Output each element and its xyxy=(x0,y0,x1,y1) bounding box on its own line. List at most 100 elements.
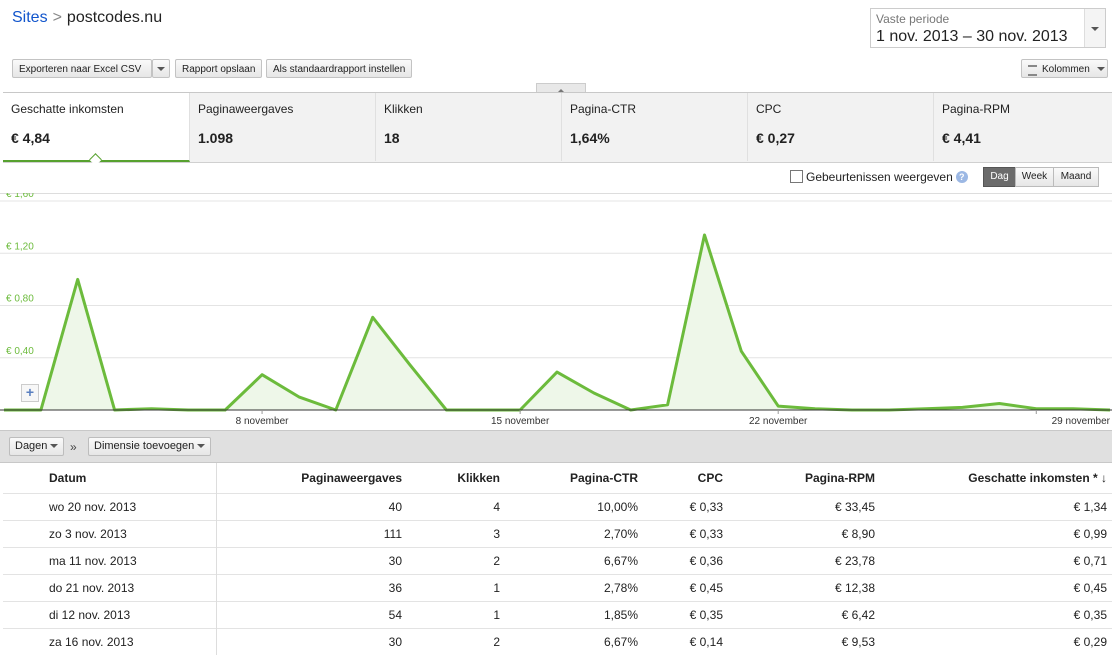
column-header-date[interactable]: Datum xyxy=(3,463,217,494)
cell-pageviews: 54 xyxy=(216,601,407,629)
columns-icon xyxy=(1028,65,1037,76)
table-row[interactable]: do 21 nov. 2013 36 1 2,78% € 0,45 € 12,38 € 0,… xyxy=(3,574,1112,602)
events-checkbox[interactable] xyxy=(790,170,803,183)
dimension-dropdown[interactable]: Dagen xyxy=(9,437,65,456)
add-annotation-button[interactable]: + xyxy=(21,384,39,402)
dimension-label: Dagen xyxy=(15,440,48,452)
columns-button[interactable]: Kolommen xyxy=(1021,59,1108,78)
metric-value: € 4,84 xyxy=(11,130,50,146)
metric-name: Paginaweergaves xyxy=(198,102,294,116)
metric-tab-ctr[interactable]: Pagina-CTR 1,64% xyxy=(562,93,748,161)
cell-cpc: € 0,14 xyxy=(643,628,728,655)
cell-cpc: € 0,36 xyxy=(643,547,728,575)
cell-pageviews: 30 xyxy=(216,547,407,575)
table-row[interactable]: za 16 nov. 2013 30 2 6,67% € 0,14 € 9,53 € 0,2… xyxy=(3,628,1112,655)
metric-tab-rpm[interactable]: Pagina-RPM € 4,41 xyxy=(934,93,1112,161)
metric-tab-cpc[interactable]: CPC € 0,27 xyxy=(748,93,934,161)
cell-rpm: € 23,78 xyxy=(728,547,880,575)
column-header-ctr[interactable]: Pagina-CTR xyxy=(505,463,643,494)
events-label: Gebeurtenissen weergeven xyxy=(806,170,953,184)
cell-date: ma 11 nov. 2013 xyxy=(3,547,217,575)
y-tick-label: € 0,80 xyxy=(6,294,34,305)
cell-rpm: € 12,38 xyxy=(728,574,880,602)
column-header-rpm[interactable]: Pagina-RPM xyxy=(728,463,880,494)
column-header-clicks[interactable]: Klikken xyxy=(407,463,505,494)
earnings-chart: € 1,60 € 1,20 € 0,80 € 0,40 8 november 15 nov… xyxy=(0,193,1112,427)
metric-value: 1,64% xyxy=(570,130,610,146)
cell-date: wo 20 nov. 2013 xyxy=(3,493,217,521)
cell-date: zo 3 nov. 2013 xyxy=(3,520,217,548)
set-default-report-button[interactable]: Als standaardrapport instellen xyxy=(266,59,413,78)
cell-pageviews: 40 xyxy=(216,493,407,521)
y-tick-label: € 1,20 xyxy=(6,241,34,252)
cell-rpm: € 8,90 xyxy=(728,520,880,548)
cell-ctr: 1,85% xyxy=(505,601,643,629)
metric-name: Pagina-CTR xyxy=(570,102,637,116)
help-icon[interactable]: ? xyxy=(955,171,968,183)
column-header-earnings[interactable]: Geschatte inkomsten * ↓ xyxy=(880,463,1112,494)
y-tick-label: € 0,40 xyxy=(6,346,34,357)
divider xyxy=(3,92,1112,93)
metric-value: € 0,27 xyxy=(756,130,795,146)
cell-clicks: 1 xyxy=(407,574,505,602)
date-range-label: Vaste periode xyxy=(876,12,950,26)
cell-date: do 21 nov. 2013 xyxy=(3,574,217,602)
cell-earnings: € 0,29 xyxy=(880,628,1112,655)
chevron-down-icon[interactable] xyxy=(1084,9,1105,47)
date-range-picker[interactable]: Vaste periode 1 nov. 2013 – 30 nov. 2013 xyxy=(870,8,1106,48)
table-row[interactable]: zo 3 nov. 2013 111 3 2,70% € 0,33 € 8,90 € 0,9… xyxy=(3,520,1112,548)
metric-tab-earnings[interactable]: Geschatte inkomsten € 4,84 xyxy=(3,93,190,162)
table-row[interactable]: wo 20 nov. 2013 40 4 10,00% € 0,33 € 33,45 € 1… xyxy=(3,493,1112,521)
date-range-value[interactable]: 1 nov. 2013 – 30 nov. 2013 xyxy=(876,28,1068,45)
events-toggle[interactable]: Gebeurtenissen weergeven? xyxy=(790,170,968,184)
cell-ctr: 6,67% xyxy=(505,547,643,575)
metric-tab-pageviews[interactable]: Paginaweergaves 1.098 xyxy=(190,93,376,161)
cell-cpc: € 0,33 xyxy=(643,493,728,521)
x-tick-label: 29 november xyxy=(1052,416,1111,427)
breadcrumb-sites-link[interactable]: Sites xyxy=(12,9,48,26)
cell-pageviews: 111 xyxy=(216,520,407,548)
x-tick-label: 8 november xyxy=(236,416,289,427)
collapse-toggle[interactable] xyxy=(536,83,586,93)
breadcrumb-current: postcodes.nu xyxy=(66,9,163,26)
metric-value: 18 xyxy=(384,130,400,146)
save-report-button[interactable]: Rapport opslaan xyxy=(175,59,263,78)
cell-ctr: 2,70% xyxy=(505,520,643,548)
table-header-row: Datum Paginaweergaves Klikken Pagina-CTR… xyxy=(3,463,1112,494)
cell-clicks: 2 xyxy=(407,628,505,655)
cell-ctr: 6,67% xyxy=(505,628,643,655)
cell-date: di 12 nov. 2013 xyxy=(3,601,217,629)
cell-cpc: € 0,35 xyxy=(643,601,728,629)
cell-rpm: € 6,42 xyxy=(728,601,880,629)
metric-name: CPC xyxy=(756,102,782,116)
metric-tabs: Geschatte inkomsten € 4,84 Paginaweergav… xyxy=(3,93,1112,163)
cell-earnings: € 1,34 xyxy=(880,493,1112,521)
x-tick-label: 22 november xyxy=(749,416,808,427)
breadcrumb-separator: > xyxy=(52,9,62,26)
chevron-down-icon xyxy=(197,443,206,452)
chevron-down-icon xyxy=(50,443,59,452)
metric-name: Pagina-RPM xyxy=(942,102,1011,116)
cell-rpm: € 33,45 xyxy=(728,493,880,521)
column-header-pageviews[interactable]: Paginaweergaves xyxy=(216,463,407,494)
table-row[interactable]: ma 11 nov. 2013 30 2 6,67% € 0,36 € 23,78 € 0,… xyxy=(3,547,1112,575)
cell-cpc: € 0,33 xyxy=(643,520,728,548)
x-tick-label: 15 november xyxy=(491,416,550,427)
metric-tab-clicks[interactable]: Klikken 18 xyxy=(376,93,562,161)
export-csv-button[interactable]: Exporteren naar Excel CSV xyxy=(12,59,152,78)
granularity-day-button[interactable]: Dag xyxy=(983,167,1016,187)
cell-clicks: 2 xyxy=(407,547,505,575)
report-table: Datum Paginaweergaves Klikken Pagina-CTR… xyxy=(3,463,1112,655)
cell-ctr: 2,78% xyxy=(505,574,643,602)
cell-clicks: 4 xyxy=(407,493,505,521)
table-row[interactable]: di 12 nov. 2013 54 1 1,85% € 0,35 € 6,42 € 0,3… xyxy=(3,601,1112,629)
cell-earnings: € 0,45 xyxy=(880,574,1112,602)
dimension-separator: » xyxy=(70,440,77,454)
table-toolbar: Dagen » Dimensie toevoegen xyxy=(0,430,1112,463)
add-dimension-dropdown[interactable]: Dimensie toevoegen xyxy=(88,437,212,456)
column-header-cpc[interactable]: CPC xyxy=(643,463,728,494)
granularity-week-button[interactable]: Week xyxy=(1015,167,1054,187)
granularity-month-button[interactable]: Maand xyxy=(1053,167,1099,187)
export-menu-button[interactable] xyxy=(152,59,170,78)
cell-clicks: 1 xyxy=(407,601,505,629)
